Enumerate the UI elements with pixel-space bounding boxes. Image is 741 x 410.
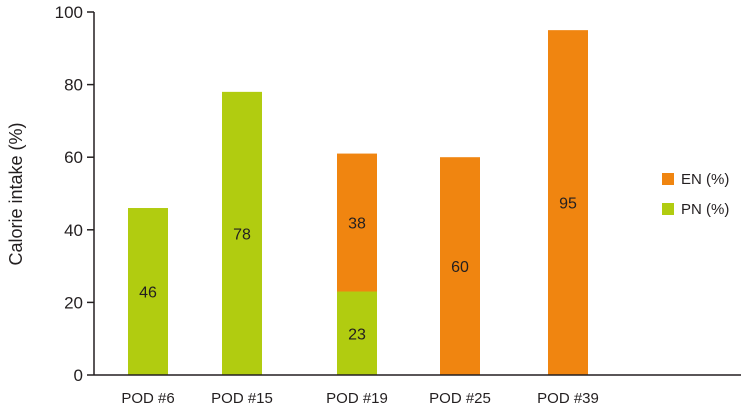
legend: EN (%) PN (%) (662, 171, 729, 218)
data-label-pn-2: 23 (348, 326, 366, 343)
y-tick-label: 40 (64, 221, 83, 240)
y-axis-title: Calorie intake (%) (6, 122, 26, 265)
data-labels-group: 46 78 23 38 60 95 (139, 196, 577, 344)
bar-pn-2 (337, 291, 377, 375)
bar-en-3 (440, 157, 480, 375)
legend-label-pn: PN (%) (681, 201, 729, 218)
x-tick-label: POD #19 (326, 390, 388, 407)
bar-en-4 (548, 30, 588, 376)
data-label-en-3: 60 (451, 259, 469, 276)
legend-swatch-en (662, 173, 674, 185)
x-tick-label: POD #39 (537, 390, 599, 407)
y-axis: 0 20 40 60 80 100 (55, 3, 95, 385)
y-tick-label: 0 (74, 366, 83, 385)
y-tick-label: 100 (55, 3, 83, 22)
y-tick-label: 60 (64, 148, 83, 167)
legend-swatch-pn (662, 203, 674, 215)
data-label-pn-0: 46 (139, 285, 157, 302)
data-label-en-2: 38 (348, 216, 366, 233)
y-tick-label: 80 (64, 76, 83, 95)
y-tick-label: 20 (64, 293, 83, 312)
x-axis: POD #6 POD #15 POD #19 POD #25 POD #39 (94, 374, 741, 407)
bar-en-2 (337, 153, 377, 292)
legend-label-en: EN (%) (681, 171, 729, 188)
x-tick-label: POD #25 (429, 390, 491, 407)
bar-pn-1 (222, 91, 262, 376)
bar-pn-0 (128, 208, 168, 375)
data-label-en-4: 95 (559, 196, 577, 213)
data-label-pn-1: 78 (233, 226, 251, 243)
x-tick-label: POD #15 (211, 390, 273, 407)
bars-group (128, 30, 588, 376)
x-tick-label: POD #6 (121, 390, 174, 407)
